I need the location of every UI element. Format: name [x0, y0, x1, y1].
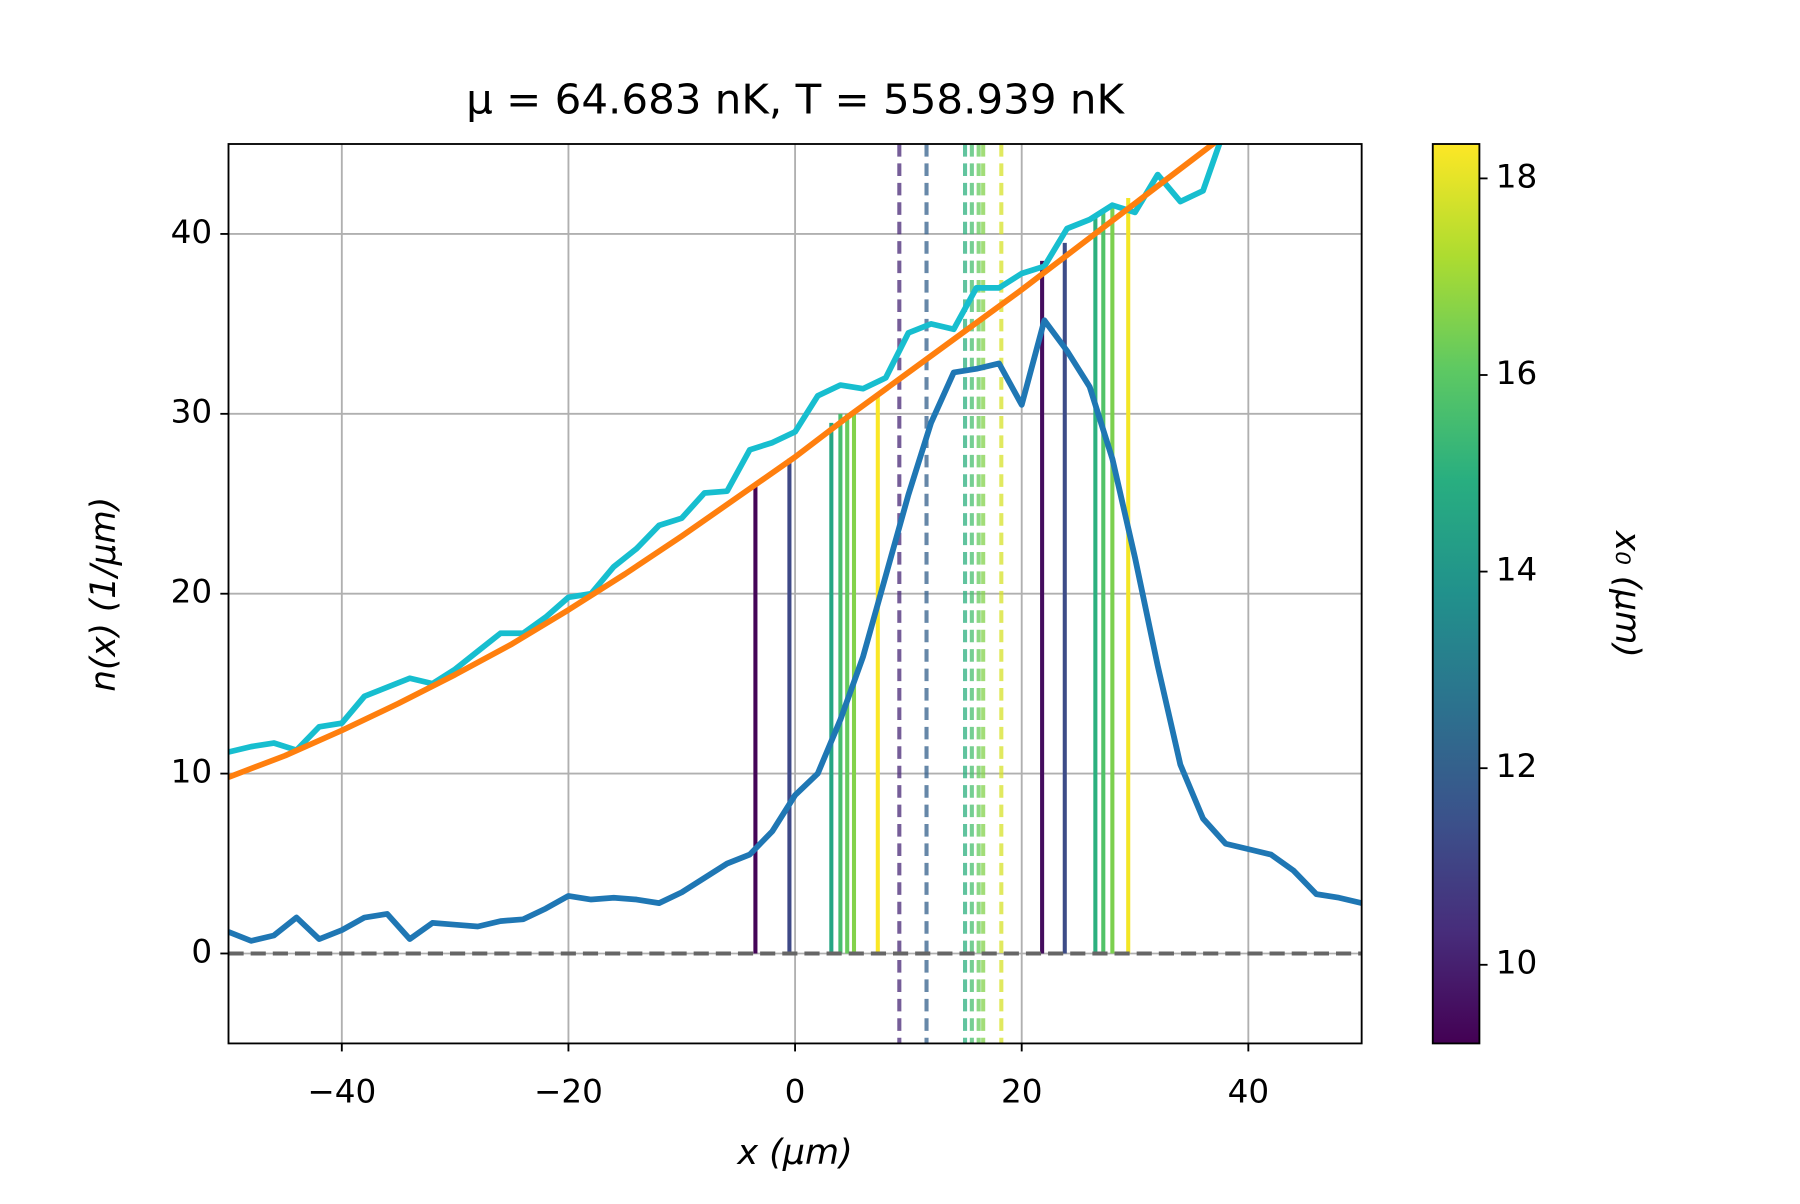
colorbar-label: x₀ (μm) — [1607, 530, 1647, 658]
x-tick-label: 40 — [1228, 1073, 1270, 1111]
chart-title: μ = 64.683 nK, T = 558.939 nK — [466, 75, 1126, 124]
series-line — [228, 144, 1218, 780]
colorbar-tick-label: 10 — [1496, 944, 1538, 982]
colorbar-tick-label: 18 — [1496, 158, 1538, 196]
y-axis-label: n(x) (1/μm) — [84, 497, 124, 692]
grid — [228, 144, 1362, 1044]
x-tick-label: −20 — [534, 1073, 603, 1111]
y-tick-label: 30 — [171, 393, 213, 431]
y-tick-label: 10 — [171, 753, 213, 791]
colorbar-tick-label: 14 — [1496, 551, 1538, 589]
series-line — [228, 317, 1362, 944]
x-tick-label: 20 — [1001, 1073, 1043, 1111]
colorbar-tick-label: 12 — [1496, 747, 1538, 785]
y-tick-label: 40 — [171, 213, 213, 251]
y-tick-label: 0 — [191, 933, 212, 971]
plot-area — [228, 144, 1362, 1044]
series-line — [228, 144, 1223, 755]
x-tick-label: 0 — [785, 1073, 806, 1111]
x-tick-label: −40 — [307, 1073, 376, 1111]
y-tick-label: 20 — [171, 573, 213, 611]
colorbar — [1431, 143, 1481, 1045]
colorbar-tick-label: 16 — [1496, 354, 1538, 392]
x-axis-label: x (μm) — [736, 1133, 852, 1173]
